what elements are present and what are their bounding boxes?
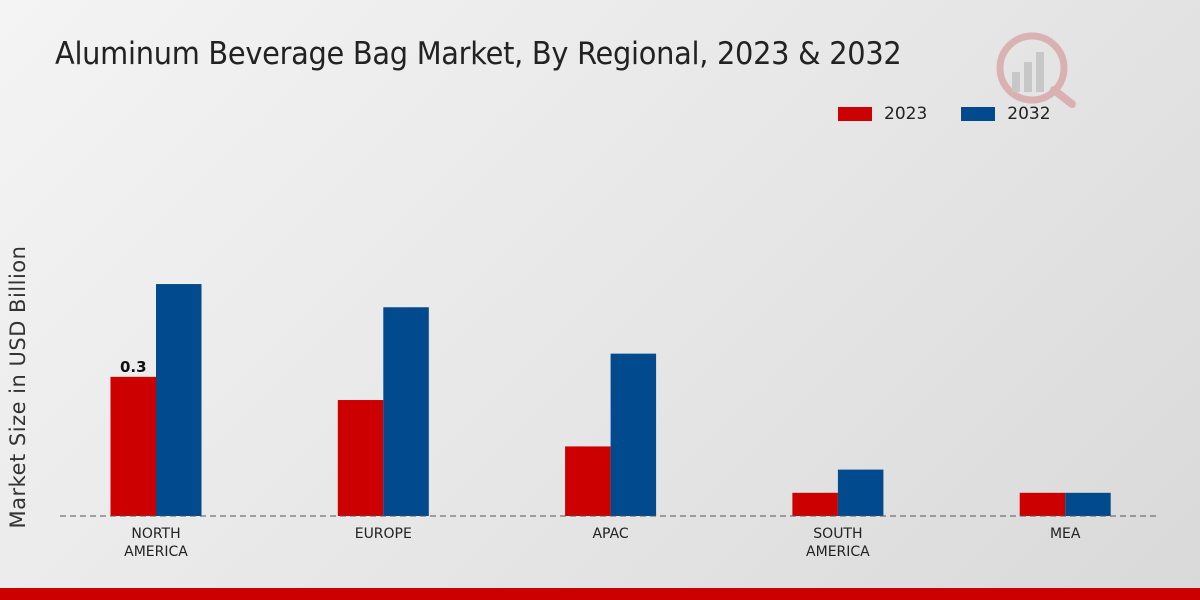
legend-swatch-2032 (961, 107, 996, 121)
legend-item-2023[interactable]: 2023 (838, 104, 927, 124)
bar-2023-north-america[interactable] (110, 376, 157, 516)
brand-logo-icon (996, 32, 1076, 108)
bar-2023-south-america[interactable] (792, 492, 838, 516)
bar-2032-south-america[interactable] (837, 469, 884, 516)
bottom-accent-bar (0, 588, 1200, 600)
chart-title: Aluminum Beverage Bag Market, By Regiona… (55, 36, 902, 72)
data-label: 0.3 (120, 358, 147, 376)
chart-legend: 2023 2032 (838, 104, 1085, 124)
bar-2023-mea[interactable] (1019, 492, 1066, 516)
bar-2023-europe[interactable] (337, 400, 384, 516)
x-tick-label: MEA (1050, 526, 1081, 542)
legend-label-2023: 2023 (884, 104, 928, 124)
bar-2032-north-america[interactable] (156, 284, 202, 516)
legend-swatch-2023 (838, 107, 872, 121)
bar-2032-europe[interactable] (383, 307, 429, 516)
bar-2032-mea[interactable] (1065, 492, 1111, 516)
legend-label-2032: 2032 (1007, 104, 1051, 124)
legend-item-2032[interactable]: 2032 (961, 104, 1051, 124)
bar-2023-apac[interactable] (565, 446, 611, 516)
bar-2032-apac[interactable] (610, 353, 657, 516)
x-tick-label: EUROPE (355, 526, 412, 542)
x-tick-label: NORTH AMERICA (124, 526, 188, 560)
x-tick-label: SOUTH AMERICA (806, 526, 870, 560)
x-tick-label: APAC (592, 526, 628, 542)
